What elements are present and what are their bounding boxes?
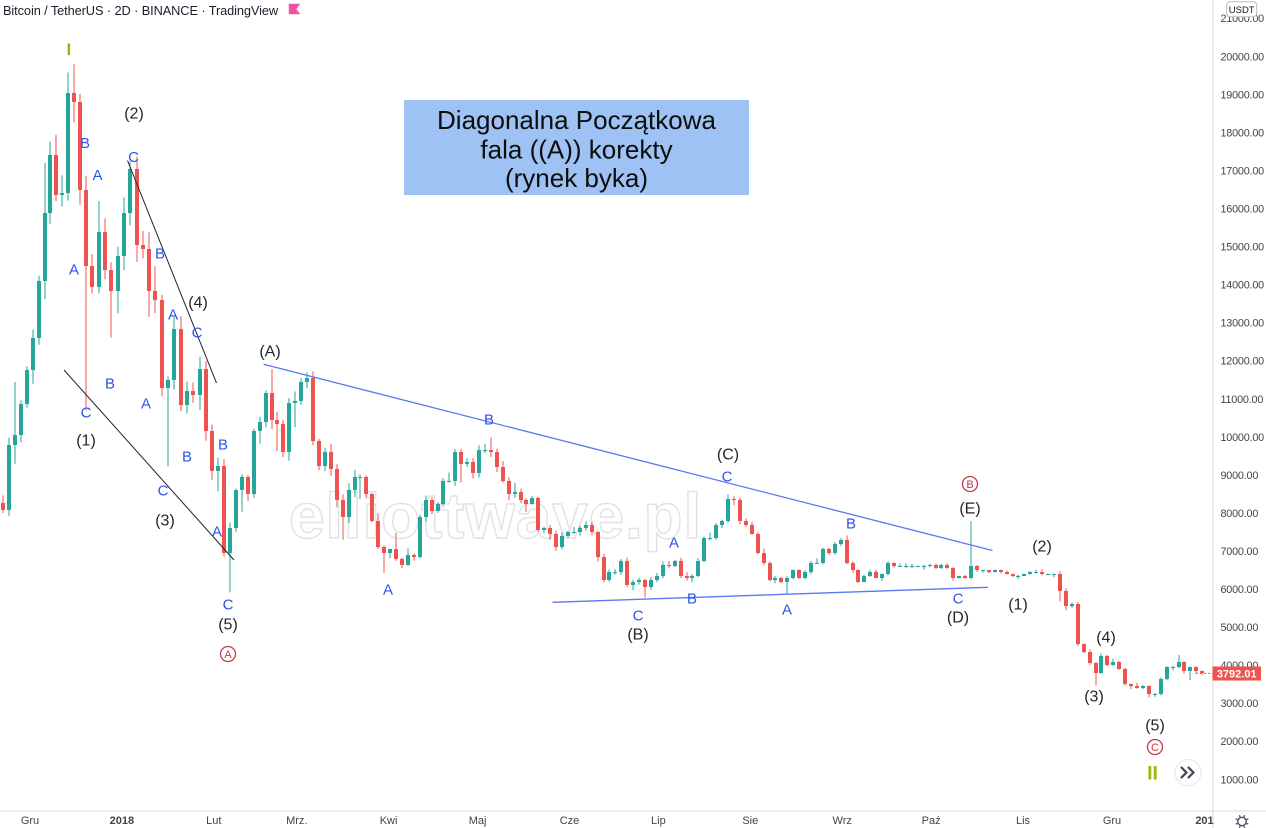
svg-text:C: C: [633, 608, 644, 625]
svg-text:Gru: Gru: [21, 815, 39, 827]
svg-text:Kwi: Kwi: [380, 815, 398, 827]
svg-text:(3): (3): [155, 513, 175, 530]
svg-text:8000.00: 8000.00: [1221, 508, 1259, 520]
svg-text:A: A: [782, 602, 792, 619]
svg-text:A: A: [69, 262, 79, 279]
svg-text:12000.00: 12000.00: [1221, 356, 1265, 368]
svg-text:B: B: [105, 376, 115, 393]
svg-text:I: I: [67, 40, 72, 59]
svg-text:16000.00: 16000.00: [1221, 204, 1265, 216]
svg-text:(B): (B): [627, 627, 648, 644]
svg-text:201: 201: [1195, 815, 1213, 827]
svg-text:A: A: [92, 167, 102, 184]
svg-text:Sie: Sie: [742, 815, 758, 827]
svg-text:6000.00: 6000.00: [1221, 584, 1259, 596]
svg-text:19000.00: 19000.00: [1221, 89, 1265, 101]
svg-text:18000.00: 18000.00: [1221, 127, 1265, 139]
svg-text:Lis: Lis: [1016, 815, 1031, 827]
svg-text:20000.00: 20000.00: [1221, 51, 1265, 63]
svg-text:Wrz: Wrz: [833, 815, 852, 827]
svg-text:B: B: [155, 246, 165, 263]
svg-text:(4): (4): [188, 295, 208, 312]
svg-text:C: C: [128, 149, 139, 166]
svg-text:C: C: [722, 469, 733, 486]
svg-text:14000.00: 14000.00: [1221, 280, 1265, 292]
svg-text:C: C: [953, 591, 964, 608]
svg-text:A: A: [669, 535, 679, 552]
svg-text:5000.00: 5000.00: [1221, 622, 1259, 634]
svg-text:elliottwave.pl: elliottwave.pl: [289, 480, 702, 552]
svg-text:B: B: [80, 135, 90, 152]
svg-text:Bitcoin / TetherUS · 2D · BINA: Bitcoin / TetherUS · 2D · BINANCE · Trad…: [3, 3, 279, 18]
svg-text:2018: 2018: [110, 815, 134, 827]
svg-text:C: C: [1151, 742, 1159, 754]
svg-text:1000.00: 1000.00: [1221, 774, 1259, 786]
svg-text:A: A: [141, 396, 151, 413]
svg-text:C: C: [81, 405, 92, 422]
svg-text:9000.00: 9000.00: [1221, 470, 1259, 482]
svg-text:13000.00: 13000.00: [1221, 318, 1265, 330]
svg-text:(C): (C): [717, 447, 739, 464]
svg-text:(3): (3): [1084, 689, 1104, 706]
svg-text:(1): (1): [76, 433, 96, 450]
svg-text:(rynek byka): (rynek byka): [505, 163, 648, 193]
svg-text:Lut: Lut: [206, 815, 221, 827]
svg-text:2000.00: 2000.00: [1221, 736, 1259, 748]
svg-text:(2): (2): [124, 106, 144, 123]
svg-text:(5): (5): [218, 617, 238, 634]
svg-text:C: C: [158, 483, 169, 500]
svg-text:B: B: [846, 516, 856, 533]
svg-text:B: B: [687, 591, 697, 608]
svg-text:(1): (1): [1008, 597, 1028, 614]
svg-text:Mrz.: Mrz.: [286, 815, 307, 827]
svg-text:II: II: [1147, 763, 1158, 785]
svg-text:Lip: Lip: [651, 815, 666, 827]
svg-text:3000.00: 3000.00: [1221, 698, 1259, 710]
svg-text:C: C: [223, 597, 234, 614]
svg-text:7000.00: 7000.00: [1221, 546, 1259, 558]
svg-text:A: A: [212, 524, 222, 541]
svg-text:(5): (5): [1145, 718, 1165, 735]
svg-text:USDT: USDT: [1229, 5, 1255, 16]
svg-text:(4): (4): [1096, 630, 1116, 647]
svg-text:(A): (A): [259, 344, 280, 361]
svg-text:Maj: Maj: [469, 815, 487, 827]
svg-text:B: B: [484, 412, 494, 429]
svg-text:A: A: [224, 649, 232, 661]
svg-text:11000.00: 11000.00: [1221, 394, 1264, 406]
svg-text:B: B: [182, 449, 192, 466]
svg-text:B: B: [966, 479, 973, 491]
svg-text:3792.01: 3792.01: [1217, 668, 1257, 680]
svg-text:(2): (2): [1032, 539, 1052, 556]
svg-text:fala ((A)) korekty: fala ((A)) korekty: [480, 135, 672, 165]
svg-text:(E): (E): [959, 501, 980, 518]
svg-text:17000.00: 17000.00: [1221, 165, 1265, 177]
svg-text:C: C: [192, 325, 203, 342]
svg-text:(D): (D): [947, 610, 969, 627]
svg-text:B: B: [218, 437, 228, 454]
svg-text:A: A: [383, 582, 393, 599]
svg-text:Gru: Gru: [1103, 815, 1121, 827]
svg-text:10000.00: 10000.00: [1221, 432, 1265, 444]
svg-text:Paź: Paź: [922, 815, 941, 827]
svg-text:Cze: Cze: [560, 815, 580, 827]
svg-text:15000.00: 15000.00: [1221, 242, 1265, 254]
svg-text:A: A: [168, 307, 178, 324]
svg-text:Diagonalna Początkowa: Diagonalna Początkowa: [437, 105, 716, 135]
